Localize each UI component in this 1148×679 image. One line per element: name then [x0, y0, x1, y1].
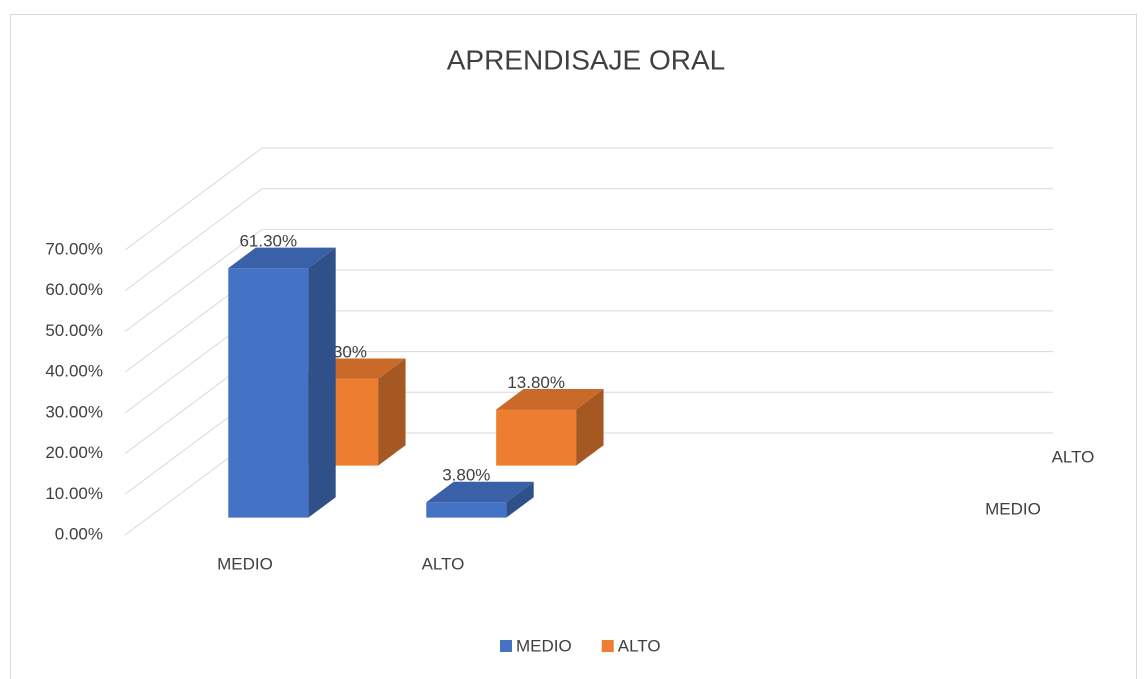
- bar-front: [228, 268, 309, 518]
- bar-front: [426, 502, 507, 518]
- chart-border: [10, 14, 1137, 679]
- chart-title: APRENDISAJE ORAL: [447, 44, 726, 75]
- data-label: 61.30%: [239, 232, 297, 251]
- x-tick-label: MEDIO: [217, 554, 273, 573]
- y-tick-label: 30.00%: [45, 402, 103, 421]
- grid-line: [124, 147, 263, 251]
- x-tick-label: ALTO: [422, 554, 465, 573]
- bar-side: [506, 481, 534, 518]
- legend-label: ALTO: [618, 636, 661, 655]
- bar-side: [378, 358, 406, 466]
- y-tick-label: 50.00%: [45, 321, 103, 340]
- bar-top: [426, 481, 534, 503]
- y-tick-label: 10.00%: [45, 484, 103, 503]
- bar-side: [308, 247, 336, 518]
- y-tick-label: 40.00%: [45, 362, 103, 381]
- grid-line: [124, 229, 263, 332]
- y-tick-label: 60.00%: [45, 280, 103, 299]
- legend-swatch: [500, 640, 512, 652]
- bar-top: [496, 389, 604, 410]
- y-tick-label: 0.00%: [55, 524, 103, 543]
- data-label: 3.80%: [442, 466, 490, 485]
- depth-label: ALTO: [1052, 447, 1095, 466]
- legend-swatch: [601, 640, 614, 652]
- legend-label: MEDIO: [516, 636, 572, 655]
- y-tick-label: 20.00%: [45, 443, 103, 462]
- bar-front: [496, 409, 577, 466]
- grid-line: [124, 188, 263, 292]
- bar-side: [576, 389, 604, 466]
- y-tick-label: 70.00%: [45, 239, 103, 258]
- depth-label: MEDIO: [985, 499, 1041, 518]
- bar-top: [228, 247, 336, 269]
- data-label: 13.80%: [507, 373, 565, 392]
